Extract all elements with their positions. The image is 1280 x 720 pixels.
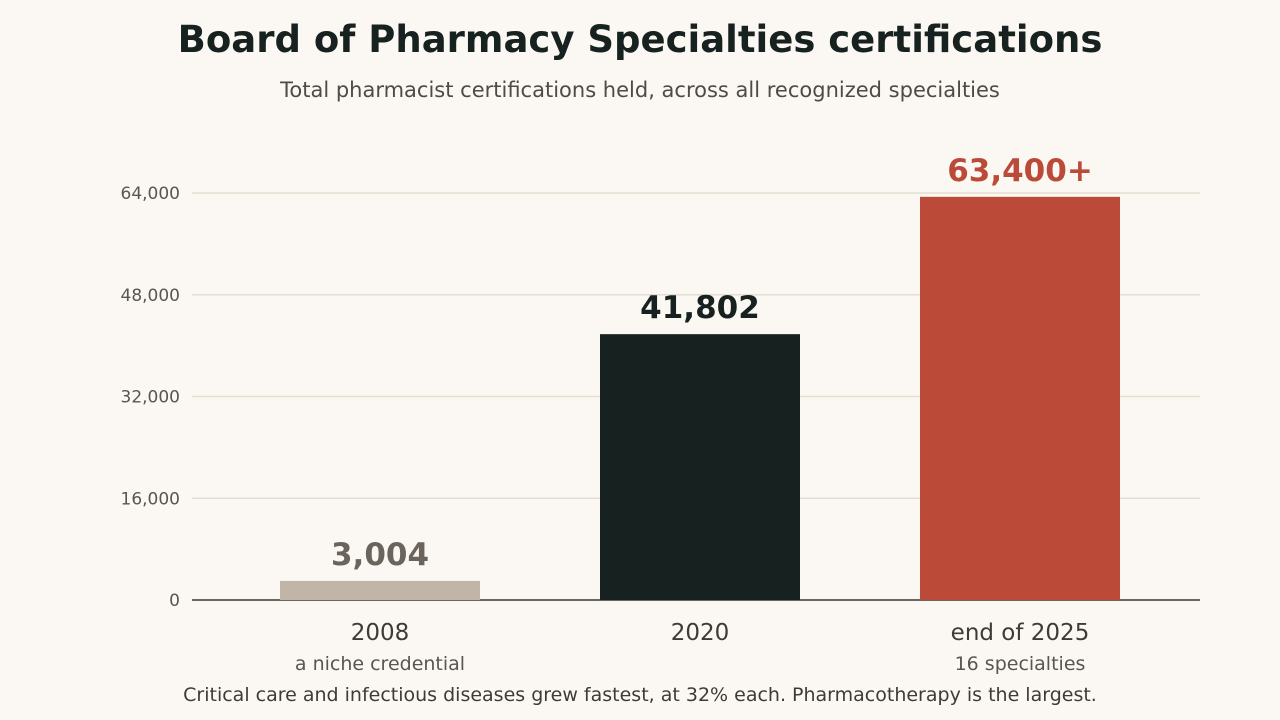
- chart-footnote: Critical care and infectious diseases gr…: [183, 684, 1097, 706]
- chart-subtitle: Total pharmacist certifications held, ac…: [280, 78, 1000, 102]
- bar: [280, 580, 480, 600]
- data-label: 3,004: [331, 537, 429, 573]
- bar: [920, 196, 1120, 601]
- x-category-label: end of 2025: [951, 620, 1090, 646]
- y-tick-label: 64,000: [121, 184, 180, 204]
- data-label: 63,400+: [947, 153, 1093, 189]
- y-tick-label: 16,000: [121, 489, 180, 509]
- chart-title: Board of Pharmacy Specialties certificat…: [177, 18, 1103, 61]
- x-category-label: 2020: [671, 620, 730, 646]
- y-tick-label: 48,000: [121, 286, 180, 306]
- x-category-sublabel: 16 specialties: [955, 653, 1086, 675]
- x-category-sublabel: a niche credential: [295, 653, 465, 675]
- y-tick-label: 0: [169, 591, 180, 611]
- data-label: 41,802: [640, 290, 760, 326]
- x-category-label: 2008: [351, 620, 410, 646]
- y-tick-label: 32,000: [121, 388, 180, 408]
- bar: [600, 334, 800, 600]
